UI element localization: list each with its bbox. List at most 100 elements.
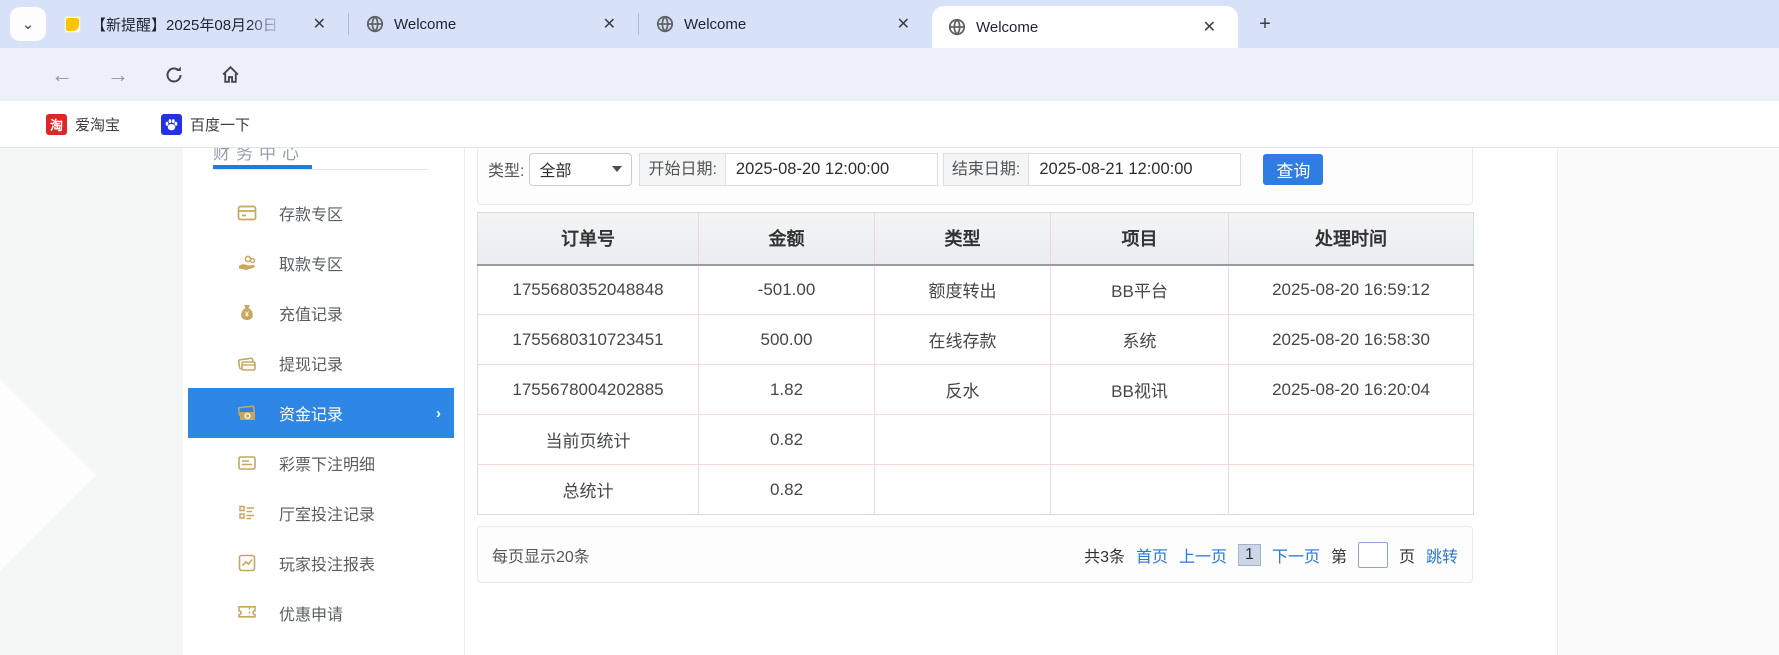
reload-icon[interactable] [154,48,194,101]
end-date-input[interactable] [1029,152,1242,186]
funds-records-table: 订单号 金额 类型 项目 处理时间 1755680352048848 -501.… [477,212,1474,515]
cell-project: BB视讯 [1050,364,1229,415]
jump-go-link[interactable]: 跳转 [1425,548,1458,566]
cell-amount: 0.82 [698,414,875,465]
close-icon[interactable]: ✕ [896,16,910,33]
sidebar-item-label: 存款专区 [279,207,344,224]
close-icon[interactable]: ✕ [1202,19,1216,36]
search-button[interactable]: 查询 [1263,153,1324,185]
cell-type: 反水 [874,364,1051,415]
sidebar-item-label: 提现记录 [279,357,344,374]
sidebar-item-withdraw-records[interactable]: 提现记录 [188,338,454,388]
sidebar-item-label: 玩家投注报表 [279,557,376,574]
cell-empty [874,464,1051,515]
start-date-label: 开始日期: [639,152,726,186]
start-date-input[interactable] [725,152,938,186]
page-right-margin [1557,148,1779,655]
chevron-right-icon: › [436,404,441,422]
tab-separator [348,13,349,35]
filter-bar: 类型: 全部 开始日期: 结束日期: 查询 [477,148,1473,205]
table-row-page-total: 当前页统计 0.82 [477,414,1474,465]
globe-icon [366,15,384,33]
close-icon[interactable]: ✕ [312,16,326,33]
first-page-link[interactable]: 首页 [1136,548,1169,566]
next-page-link[interactable]: 下一页 [1271,548,1320,566]
sidebar-item-label: 充值记录 [279,307,344,324]
cell-empty [1228,414,1474,465]
column-header-amount: 金额 [698,212,875,266]
cell-project: 系统 [1050,314,1229,365]
sidebar-item-label: 取款专区 [279,257,344,274]
window-menu-button[interactable]: ⌄ [10,7,46,41]
jump-suffix-text: 页 [1398,548,1415,566]
end-date-label: 结束日期: [942,152,1030,186]
forward-icon[interactable]: → [107,61,129,87]
new-tab-button[interactable]: + [1259,12,1271,35]
sidebar-item-withdraw-zone[interactable]: 取款专区 [188,238,454,288]
cell-order-no: 1755680310723451 [477,314,699,365]
table-row: 1755678004202885 1.82 反水 BB视讯 2025-08-20… [477,364,1474,415]
bookmark-label: 百度一下 [190,116,251,134]
cell-empty [1050,464,1229,515]
tab-notice[interactable]: 【新提醒】2025年08月20日 18 ✕ [52,0,344,48]
report-chart-icon [238,554,256,572]
jump-page-input[interactable] [1357,541,1388,568]
chevron-down-icon: ⌄ [21,16,35,33]
bookmark-baidu[interactable]: 百度一下 [161,101,250,147]
sidebar-item-room-bet-records[interactable]: 厅室投注记录 [188,488,454,538]
tab-welcome-active[interactable]: Welcome ✕ [932,6,1238,48]
sidebar-item-label: 资金记录 [279,407,344,424]
column-header-time: 处理时间 [1228,212,1474,266]
sidebar-header-clipped: 财务中心 [213,148,343,161]
current-page-number[interactable]: 1 [1238,543,1261,566]
promo-ticket-icon [238,605,256,618]
globe-icon [948,18,966,36]
sidebar: 财务中心 存款专区 取款专区 ¥ 充值记录 提现记录 资金记录 [183,148,465,655]
bookmark-aitaobao[interactable]: 淘 爱淘宝 [46,101,120,147]
type-select[interactable]: 全部 [529,152,633,186]
cell-amount: 500.00 [698,314,875,365]
sidebar-item-recharge-records[interactable]: ¥ 充值记录 [188,288,454,338]
sidebar-item-label: 彩票下注明细 [279,457,376,474]
sidebar-item-lottery-bet-detail[interactable]: 彩票下注明细 [188,438,454,488]
tab-welcome-1[interactable]: Welcome ✕ [354,0,634,48]
column-header-type: 类型 [874,212,1051,266]
close-icon[interactable]: ✕ [602,16,616,33]
bet-record-icon [239,505,254,520]
back-icon[interactable]: ← [51,61,73,87]
cell-label: 总统计 [477,464,699,515]
cell-order-no: 1755680352048848 [512,279,664,299]
tab-title: Welcome [684,15,747,33]
sidebar-item-promo-apply[interactable]: 优惠申请 [188,588,454,638]
deposit-card-icon [237,205,257,221]
svg-text:¥: ¥ [245,312,249,319]
yellow-doc-icon [64,15,81,33]
sidebar-divider [213,169,428,170]
lottery-list-icon [238,456,256,470]
withdraw-hand-icon [239,255,256,270]
tab-title: Welcome [976,18,1039,36]
chevron-down-icon [612,166,623,172]
cell-time: 2025-08-20 16:58:30 [1228,314,1474,365]
sidebar-header-text: 财务中心 [213,148,305,161]
tab-separator [638,13,639,35]
sidebar-item-deposit-zone[interactable]: 存款专区 [188,188,454,238]
browser-toolbar: ← → js13.cc/hhcp/usercenter.html?iniType… [0,48,1779,142]
tab-welcome-2[interactable]: Welcome ✕ [644,0,928,48]
type-label: 类型: [488,163,525,180]
column-header-project: 项目 [1050,212,1229,266]
pagination-bar: 每页显示20条 共3条 首页 上一页 1 下一页 第 页 跳转 [477,526,1473,583]
bookmarks-bar: 淘 爱淘宝 百度一下 [0,101,1779,148]
cell-empty [1050,414,1229,465]
tab-title: Welcome [394,15,457,33]
prev-page-link[interactable]: 上一页 [1179,548,1228,566]
sidebar-item-player-bet-report[interactable]: 玩家投注报表 [188,538,454,588]
cell-type: 额度转出 [874,264,1051,315]
home-icon[interactable] [210,48,250,101]
sidebar-item-funds-records[interactable]: 资金记录 › [188,388,454,438]
total-count-text: 共3条 [1084,548,1125,566]
table-row: 1755680310723451 500.00 在线存款 系统 2025-08-… [477,314,1474,365]
moneybag-icon: ¥ [241,305,253,320]
table-header-row: 订单号 金额 类型 项目 处理时间 [477,212,1474,266]
